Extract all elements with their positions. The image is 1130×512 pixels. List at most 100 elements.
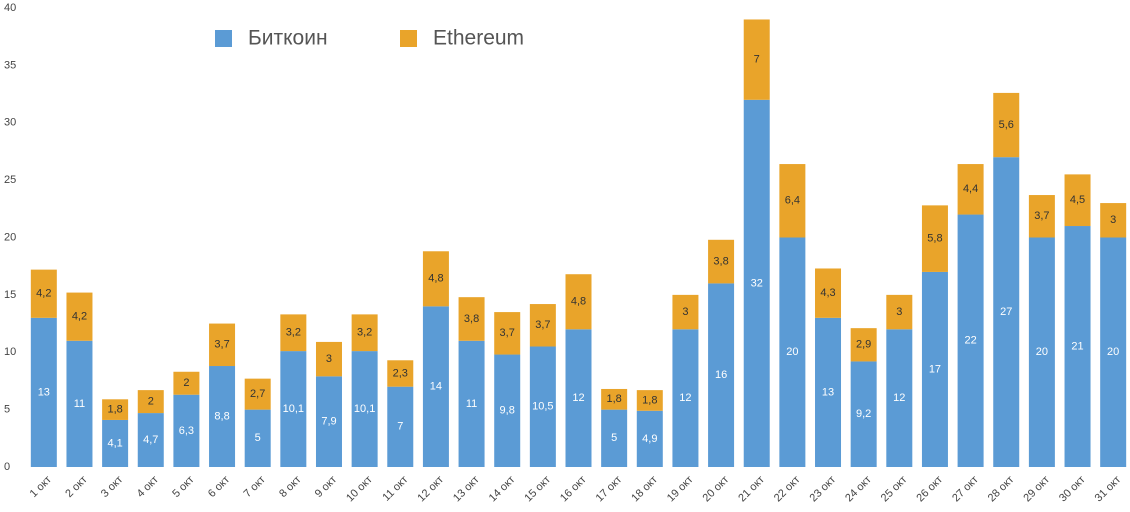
x-tick-label: 23 окт xyxy=(808,474,839,505)
data-label: 12 xyxy=(679,392,691,404)
bar-segment xyxy=(529,346,556,467)
bar-segment xyxy=(850,361,877,467)
bar-segment xyxy=(209,323,236,367)
bar-segment xyxy=(886,329,913,467)
bar-segment xyxy=(209,366,236,467)
data-label: 10,5 xyxy=(532,401,553,413)
bar-segment xyxy=(102,399,129,420)
data-label: 4,1 xyxy=(107,437,122,449)
bar-segment xyxy=(1064,226,1091,467)
bar-segment xyxy=(137,413,164,467)
data-label: 4,2 xyxy=(72,311,87,323)
data-label: 6,3 xyxy=(179,425,194,437)
bar-segment xyxy=(244,409,271,467)
bar-segment xyxy=(743,19,770,100)
bar-segment xyxy=(244,378,271,410)
x-tick-label: 16 окт xyxy=(558,474,589,505)
data-label: 22 xyxy=(964,335,976,347)
bar-segment xyxy=(565,274,592,330)
bar-segment xyxy=(30,269,57,318)
bar-segment xyxy=(921,205,948,272)
bar-segment xyxy=(1028,237,1055,467)
x-tick-label: 26 окт xyxy=(914,474,945,505)
data-label: 4,2 xyxy=(36,288,51,300)
bar-segment xyxy=(529,304,556,347)
x-tick-label: 13 окт xyxy=(451,474,482,505)
data-label: 3,7 xyxy=(500,327,515,339)
bar-segment xyxy=(280,314,307,352)
bar-segment xyxy=(601,388,628,410)
y-tick-label: 25 xyxy=(4,174,16,186)
x-tick-label: 14 окт xyxy=(487,474,518,505)
data-label: 12 xyxy=(893,392,905,404)
y-tick-label: 15 xyxy=(4,289,16,301)
data-label: 5 xyxy=(255,432,261,444)
x-tick-label: 7 окт xyxy=(242,474,268,500)
y-tick-label: 35 xyxy=(4,59,16,71)
data-label: 17 xyxy=(929,363,941,375)
data-label: 11 xyxy=(74,398,85,410)
data-label: 7 xyxy=(754,54,760,66)
data-label: 3 xyxy=(1110,214,1116,226)
bar-segment xyxy=(173,371,200,395)
x-tick-label: 22 окт xyxy=(772,474,803,505)
x-tick-label: 27 окт xyxy=(950,474,981,505)
data-label: 7 xyxy=(397,421,403,433)
bar-segment xyxy=(173,394,200,467)
data-label: 2,3 xyxy=(393,367,408,379)
bar-segment xyxy=(1100,237,1127,467)
bar-segment xyxy=(708,239,735,284)
bar-segment xyxy=(1064,174,1091,227)
bar-segment xyxy=(102,419,129,467)
data-label: 3 xyxy=(682,306,688,318)
data-label: 5 xyxy=(611,432,617,444)
data-label: 6,4 xyxy=(785,195,800,207)
data-label: 4,9 xyxy=(642,433,657,445)
y-tick-label: 40 xyxy=(4,2,16,14)
bar-segment xyxy=(387,360,414,387)
bar-segment xyxy=(815,317,842,467)
data-label: 20 xyxy=(1036,346,1048,358)
data-label: 1,8 xyxy=(107,404,122,416)
x-tick-label: 21 окт xyxy=(736,474,767,505)
bar-segment xyxy=(957,214,984,467)
data-label: 1,8 xyxy=(606,393,621,405)
data-label: 4,5 xyxy=(1070,194,1085,206)
data-label: 3,7 xyxy=(535,319,550,331)
bar-segment xyxy=(636,390,663,411)
bar-segment xyxy=(1028,195,1055,238)
data-label: 3 xyxy=(896,306,902,318)
bar-segment xyxy=(458,340,485,467)
bar-segment xyxy=(565,329,592,467)
data-label: 1,8 xyxy=(642,394,657,406)
x-tick-label: 29 окт xyxy=(1021,474,1052,505)
data-label: 4,3 xyxy=(820,287,835,299)
legend-swatch xyxy=(215,30,232,47)
data-label: 3,2 xyxy=(357,327,372,339)
data-label: 3,2 xyxy=(286,327,301,339)
bar-segment xyxy=(351,351,378,467)
x-tick-label: 2 окт xyxy=(63,474,89,500)
legend-label: Ethereum xyxy=(433,27,524,50)
bar-segment xyxy=(601,409,628,467)
bar-segment xyxy=(351,314,378,352)
x-tick-label: 25 окт xyxy=(879,474,910,505)
bar-segment xyxy=(494,354,521,467)
x-tick-label: 31 окт xyxy=(1093,474,1124,505)
bar-segment xyxy=(921,271,948,467)
data-label: 14 xyxy=(430,381,442,393)
x-tick-label: 3 окт xyxy=(99,474,125,500)
x-tick-label: 9 окт xyxy=(313,474,339,500)
x-tick-label: 24 окт xyxy=(843,474,874,505)
data-label: 27 xyxy=(1000,306,1012,318)
bar-segment xyxy=(66,292,93,341)
data-label: 2 xyxy=(183,377,189,389)
bar-segment xyxy=(779,237,806,467)
data-label: 20 xyxy=(1107,346,1119,358)
data-label: 8,8 xyxy=(214,410,229,422)
data-label: 12 xyxy=(572,392,584,404)
bar-segment xyxy=(1100,203,1127,238)
y-tick-label: 5 xyxy=(4,404,10,416)
data-label: 4,4 xyxy=(963,183,978,195)
